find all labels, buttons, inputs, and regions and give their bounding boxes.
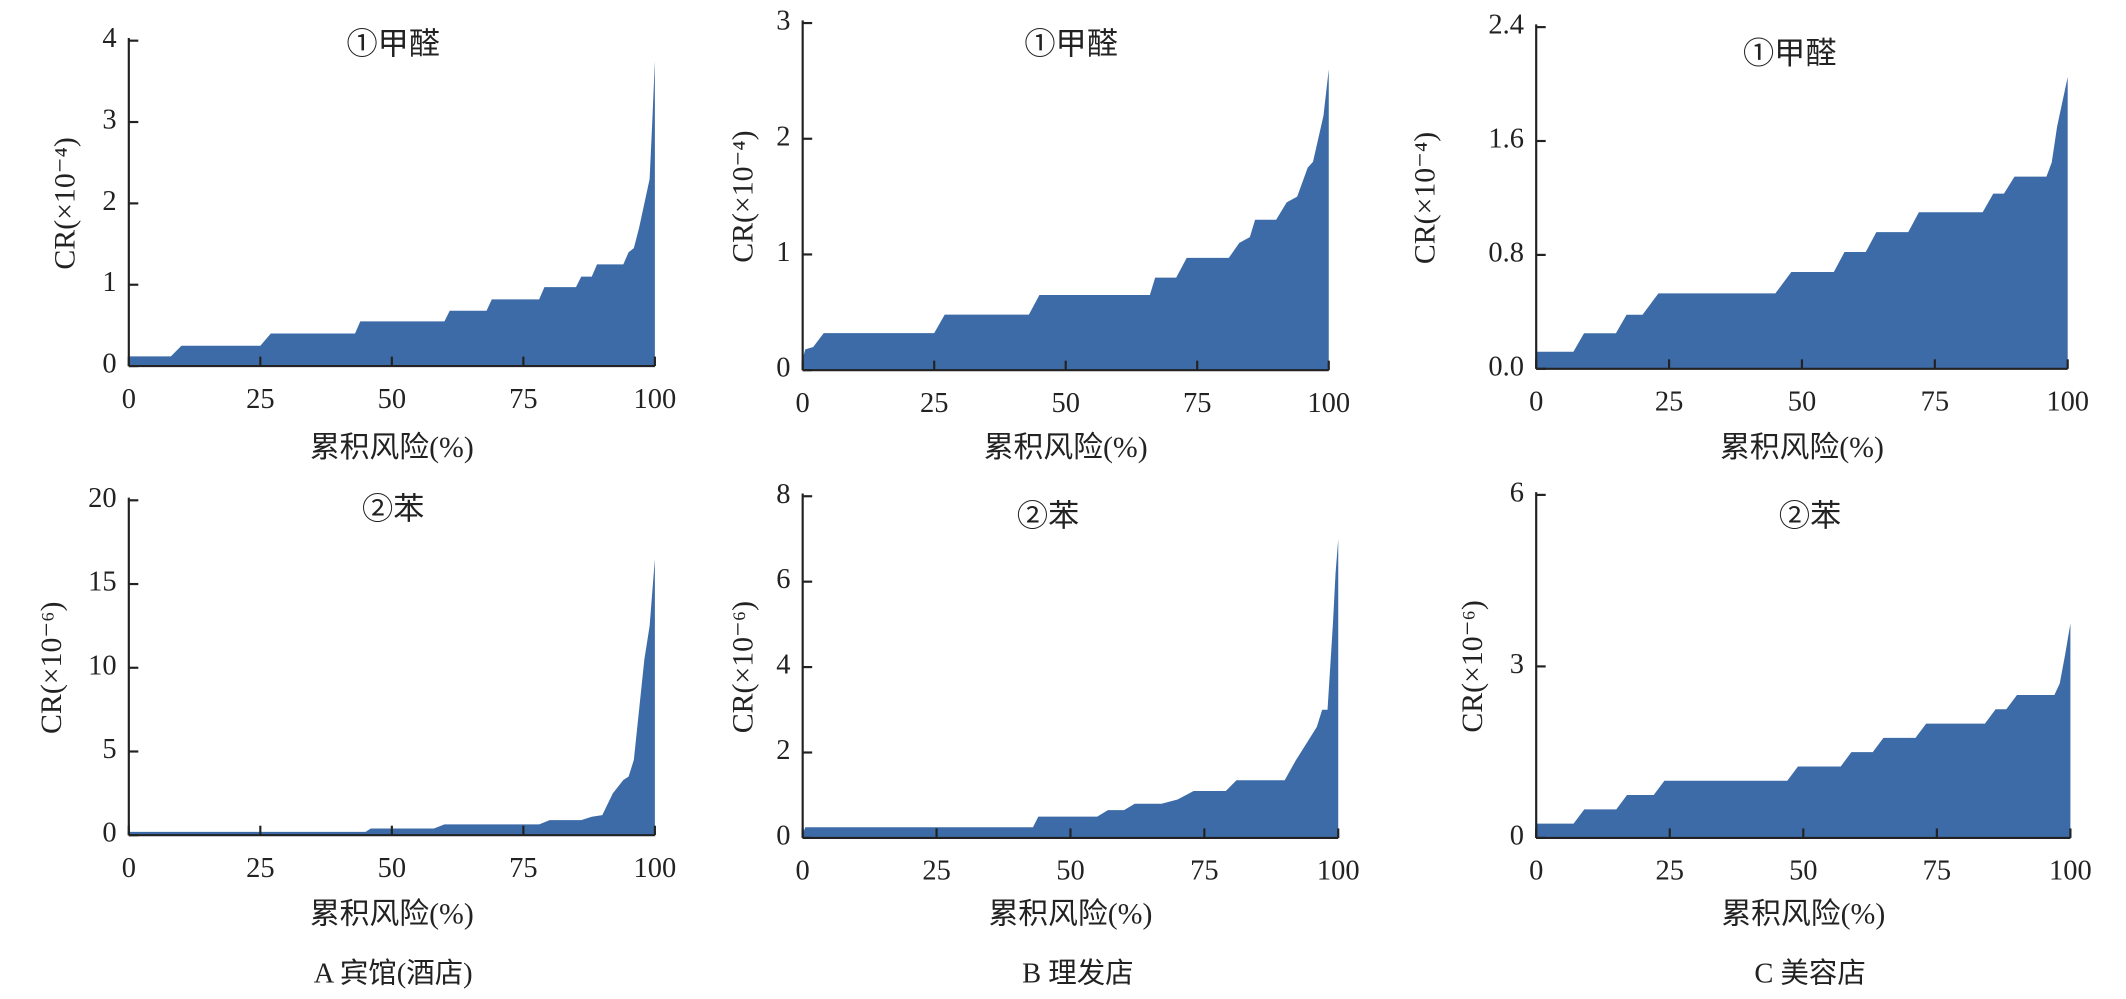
y-axis-label: CR(×10⁻⁴) — [49, 137, 82, 269]
x-tick-label: 100 — [634, 853, 677, 884]
y-tick-label: 0.0 — [1488, 351, 1524, 382]
x-tick-label: 75 — [1190, 856, 1218, 887]
area — [128, 558, 655, 836]
y-tick-label: 1 — [776, 237, 790, 268]
y-tick-label: 6 — [1510, 477, 1524, 508]
y-tick-label: 10 — [88, 650, 116, 681]
chart-title: ②苯 — [362, 492, 424, 527]
x-tick-label: 25 — [922, 856, 950, 887]
chart-title: ①甲醛 — [1024, 27, 1118, 62]
y-tick-label: 0 — [1510, 820, 1524, 851]
y-tick-label: 1 — [102, 267, 116, 298]
y-tick-label: 0 — [102, 349, 116, 380]
panel-caption: A 宾馆(酒店) — [314, 958, 473, 990]
x-tick-label: 0 — [122, 384, 136, 415]
y-tick-label: 2.4 — [1488, 10, 1524, 41]
y-tick-label: 2 — [776, 735, 790, 766]
x-axis-label: 累积风险(%) — [310, 897, 474, 930]
x-tick-label: 50 — [378, 384, 406, 415]
y-tick-label: 8 — [776, 479, 790, 510]
y-tick-label: 1.6 — [1488, 124, 1524, 155]
x-tick-label: 0 — [122, 853, 136, 884]
x-axis-label: 累积风险(%) — [988, 897, 1152, 930]
y-tick-label: 3 — [102, 105, 116, 136]
x-tick-label: 25 — [246, 384, 274, 415]
x-tick-label: 0 — [1529, 387, 1543, 418]
area — [802, 538, 1339, 838]
y-tick-label: 0 — [776, 820, 790, 851]
x-tick-label: 25 — [246, 853, 274, 884]
y-tick-label: 4 — [776, 650, 790, 681]
y-axis-label: CR(×10⁻⁶) — [1456, 600, 1489, 732]
y-axis-label: CR(×10⁻⁶) — [35, 602, 68, 734]
y-tick-label: 4 — [102, 23, 116, 54]
x-tick-label: 100 — [634, 384, 677, 415]
y-tick-label: 0 — [102, 818, 116, 849]
chart-title: ②苯 — [1779, 498, 1841, 533]
x-tick-label: 50 — [1789, 856, 1817, 887]
y-tick-label: 20 — [88, 483, 116, 514]
chart-title: ①甲醛 — [1743, 36, 1837, 71]
y-axis-label: CR(×10⁻⁶) — [727, 601, 760, 733]
x-tick-label: 50 — [1051, 388, 1079, 419]
x-tick-label: 100 — [1307, 388, 1350, 419]
panel-caption: C 美容店 — [1754, 958, 1866, 990]
x-axis-label: 累积风险(%) — [984, 431, 1148, 464]
x-tick-label: 75 — [509, 384, 537, 415]
x-tick-label: 0 — [1529, 856, 1543, 887]
y-tick-label: 3 — [776, 6, 790, 37]
chart-title: ①甲醛 — [346, 27, 440, 62]
y-tick-label: 2 — [776, 121, 790, 152]
x-tick-label: 100 — [2046, 387, 2089, 418]
x-tick-label: 0 — [796, 856, 810, 887]
x-tick-label: 50 — [1056, 856, 1084, 887]
x-tick-label: 25 — [1656, 856, 1684, 887]
x-tick-label: 75 — [509, 853, 537, 884]
y-tick-label: 2 — [102, 186, 116, 217]
chart-title: ②苯 — [1017, 498, 1079, 533]
y-tick-label: 0.8 — [1488, 237, 1524, 268]
x-tick-label: 75 — [1183, 388, 1211, 419]
area — [1536, 623, 2071, 838]
x-tick-label: 50 — [378, 853, 406, 884]
area — [128, 61, 655, 367]
x-axis-label: 累积风险(%) — [1721, 897, 1885, 930]
area — [1536, 76, 2068, 369]
y-axis-label: CR(×10⁻⁴) — [1409, 132, 1442, 264]
y-tick-label: 5 — [102, 734, 116, 765]
panel-caption: B 理发店 — [1022, 958, 1134, 990]
x-tick-label: 25 — [1655, 387, 1683, 418]
y-axis-label: CR(×10⁻⁴) — [727, 130, 760, 262]
x-tick-label: 25 — [920, 388, 948, 419]
y-tick-label: 15 — [88, 567, 116, 598]
x-tick-label: 75 — [1921, 387, 1949, 418]
y-tick-label: 6 — [776, 564, 790, 595]
x-tick-label: 100 — [2049, 856, 2092, 887]
area — [802, 69, 1329, 371]
x-axis-label: 累积风险(%) — [310, 431, 474, 464]
x-tick-label: 50 — [1788, 387, 1816, 418]
y-tick-label: 0 — [776, 353, 790, 384]
x-tick-label: 100 — [1317, 856, 1360, 887]
x-tick-label: 75 — [1923, 856, 1951, 887]
x-axis-label: 累积风险(%) — [1720, 431, 1884, 464]
y-tick-label: 3 — [1510, 649, 1524, 680]
x-tick-label: 0 — [796, 388, 810, 419]
